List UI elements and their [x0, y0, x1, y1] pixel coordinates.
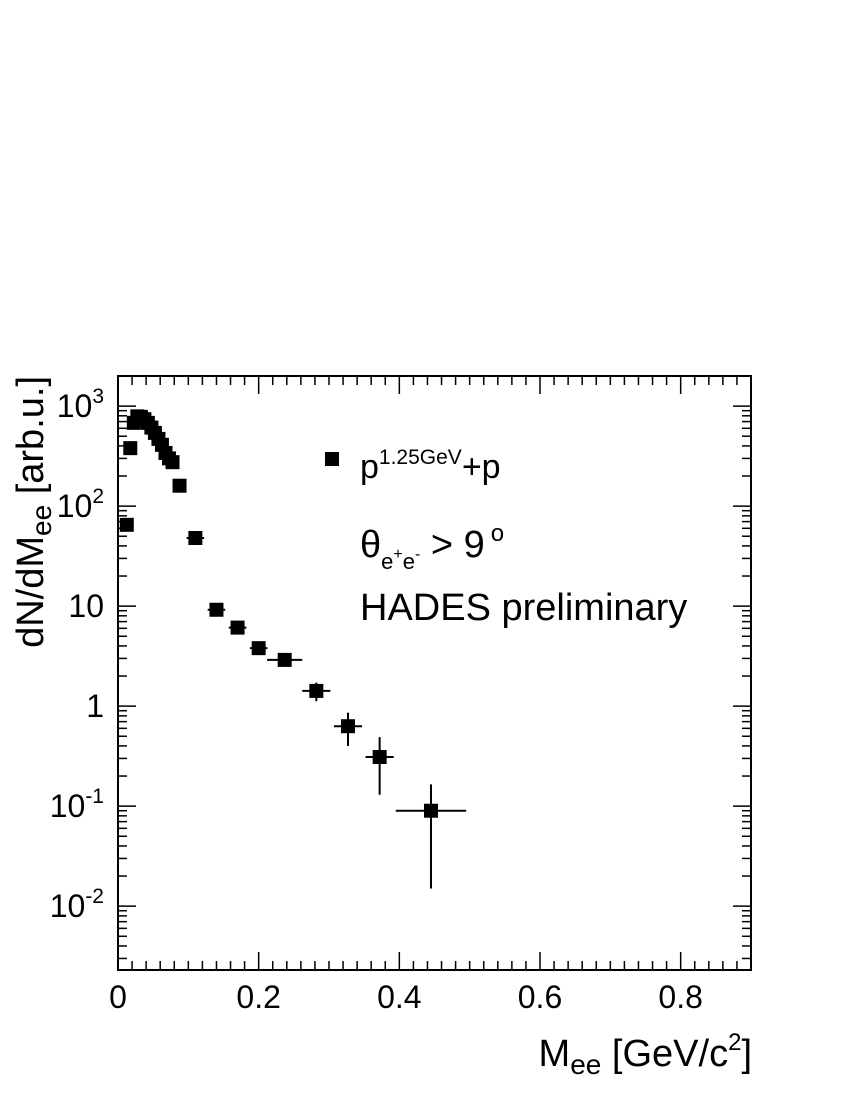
plot-frame: [117, 375, 752, 971]
x-tick-label: 0.2: [236, 979, 280, 1015]
data-point: [267, 652, 303, 667]
data-marker: [277, 652, 292, 667]
data-marker: [123, 441, 138, 456]
data-marker: [165, 455, 180, 470]
data-point: [333, 712, 363, 746]
data-marker: [209, 602, 224, 617]
data-marker: [423, 803, 438, 818]
data-point: [249, 641, 268, 656]
data-point: [207, 602, 226, 617]
y-tick-label: 1: [86, 688, 104, 724]
experiment-label: HADES preliminary: [360, 587, 687, 629]
x-tick-label: 0.4: [377, 979, 421, 1015]
y-axis-title: dN/dMee [arb.u.]: [10, 376, 57, 648]
data-point: [186, 530, 205, 545]
data-point: [119, 517, 134, 532]
data-points: [119, 409, 467, 889]
axis-tick-labels: 0 0.2 0.4 0.6 0.8 10-2 10-1 1 10 102 103: [50, 385, 703, 1015]
data-marker: [340, 719, 355, 734]
data-point: [165, 455, 180, 470]
y-tick-label: 10-2: [50, 885, 104, 924]
data-point: [302, 682, 331, 702]
x-axis-title: Mee [GeV/c2]: [539, 1029, 752, 1080]
y-tick-label: 10: [68, 588, 104, 624]
x-tick-label: 0: [109, 979, 127, 1015]
y-tick-label: 103: [57, 385, 104, 424]
data-marker: [188, 530, 203, 545]
axis-ticks: [117, 375, 752, 970]
x-tick-label: 0.8: [658, 979, 702, 1015]
x-tick-label: 0.6: [518, 979, 562, 1015]
data-point: [365, 737, 394, 795]
data-point: [123, 441, 138, 456]
data-point: [395, 784, 467, 889]
data-marker: [309, 683, 324, 698]
data-marker: [119, 517, 134, 532]
legend-marker: [325, 452, 339, 466]
data-point: [172, 478, 187, 493]
y-tick-label: 102: [57, 485, 104, 524]
data-marker: [372, 750, 387, 765]
data-marker: [172, 478, 187, 493]
data-point: [228, 620, 247, 635]
data-marker: [251, 641, 266, 656]
legend-label: p1.25GeV+p: [360, 446, 501, 486]
data-marker: [230, 620, 245, 635]
y-tick-label: 10-1: [50, 785, 104, 824]
